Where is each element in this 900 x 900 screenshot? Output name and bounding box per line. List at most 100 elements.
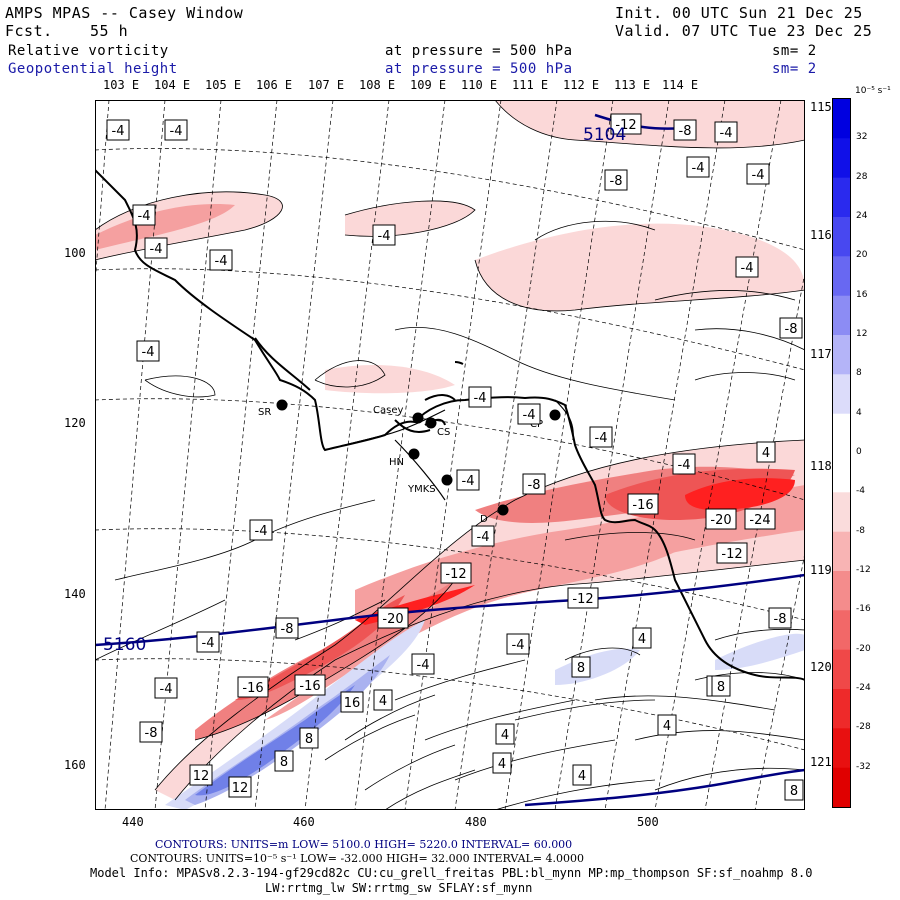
contour-label-box [106,119,130,141]
field1-name: Relative vorticity [8,43,169,59]
contour-label-box [471,525,495,547]
vorticity-contour-label: -4 [686,156,710,178]
vorticity-contour-label: -8 [768,607,792,629]
longitude-label-top: 108 E [359,78,396,92]
colorbar-tick-label: 4 [856,408,862,418]
contour-label-text: -12 [615,118,636,133]
colorbar-frame [832,98,851,808]
contour-label-box [589,426,613,448]
vorticity-contour-label: -12 [440,562,472,584]
vorticity-contour-label: -20 [705,508,737,530]
contour-label-text: -20 [382,612,403,627]
contour-label-box [610,113,642,135]
vorticity-contour-label: 8 [571,656,591,678]
station-label-sr: SR [258,407,271,418]
colorbar-tick-label: 20 [856,250,868,260]
longitude-label-top: 111 E [512,78,549,92]
vorticity-contour-label: 4 [492,752,512,774]
longitude-label-top: 110 E [461,78,498,92]
colorbar-swatch [833,689,850,729]
station-label-d: D [480,514,488,525]
contour-label-text: -4 [692,161,705,176]
contour-label-box [249,519,273,541]
contour-label-text: 16 [344,696,361,711]
vorticity-contour-label: -12 [610,113,642,135]
height-labels: 5104 5160 [103,125,626,655]
contour-label-box [571,656,591,678]
contour-label-text: 8 [717,680,725,695]
footer-contours-height: CONTOURS: UNITS=m LOW= 5100.0 HIGH= 5220… [155,838,573,851]
contour-label-box [468,386,492,408]
contour-label-box [411,653,435,675]
station-marker-cp[interactable] [549,409,561,421]
station-label-hn: HN [389,457,404,468]
colorbar-tick-label: 28 [856,172,868,182]
colorbar-swatch [833,335,850,375]
contour-label-box [275,617,299,639]
vorticity-contour-label: -4 [746,163,770,185]
vorticity-contour-label: -8 [522,473,546,495]
field2-name: Geopotential height [8,61,178,77]
vorticity-contour-label: 4 [373,689,393,711]
station-marker-d[interactable] [497,504,509,516]
colorbar-tick-label: 12 [856,329,868,339]
field1-smoothing: sm= 2 [772,43,817,59]
vorticity-contour-label: -4 [154,677,178,699]
vorticity-contour-label: 8 [784,779,804,801]
contour-label-box [711,675,731,697]
valid-time: Valid. 07 UTC Tue 23 Dec 25 [615,22,873,40]
colorbar-swatch [833,138,850,179]
vorticity-contour-label: 8 [274,750,294,772]
contour-label-box [673,119,697,141]
longitude-label-top: 106 E [256,78,293,92]
contour-label-text: 4 [663,719,671,734]
forecast-label: Fcst. [5,22,53,40]
colorbar-swatch [833,728,850,769]
colorbar-tick-label: -24 [856,683,871,693]
colorbar-swatch [833,610,850,651]
contour-label-text: -8 [610,174,623,189]
contour-label-box [189,764,213,786]
contour-label-box [735,256,759,278]
contour-label-text: -4 [474,391,487,406]
field2-smoothing: sm= 2 [772,61,817,77]
station-marker-sr[interactable] [276,399,288,411]
contour-labels-layer: -4 -4 -12 -8 -4 -4 -4 -4 -4 -8 -4 -4 -4 -4 -8 -4 -4 -4 -4 4… [106,113,804,801]
colorbar-swatch [833,256,850,297]
contour-label-text: -4 [215,254,228,269]
colorbar-tick-label: -16 [856,604,871,614]
station-marker-ymks[interactable] [441,474,453,486]
vorticity-contour-label: 4 [572,764,592,786]
vorticity-contour-label: -4 [589,426,613,448]
contour-label-text: -16 [632,498,653,513]
plot-title: AMPS MPAS -- Casey Window [5,4,244,22]
contour-label-box [572,764,592,786]
colorbar-tick-label: -20 [856,644,871,654]
contour-label-text: -4 [170,124,183,139]
vorticity-contour-label: -4 [506,633,530,655]
vorticity-contour-label: -4 [471,525,495,547]
contour-label-box [132,204,156,226]
contour-label-text: -4 [255,524,268,539]
colorbar-swatch [833,295,850,336]
contour-label-text: -4 [752,168,765,183]
map-panel: SRCaseyCSHNCPYMKSD -4-4-12-8-4-4-4-4-4-8… [95,100,805,810]
station-marker-casey[interactable] [412,412,424,424]
station-marker-hn[interactable] [408,448,420,460]
station-label-casey: Casey [373,405,403,416]
contour-label-box [716,542,748,564]
colorbar-swatch [833,217,850,257]
contour-label-text: -4 [138,209,151,224]
contour-label-box [492,752,512,774]
vorticity-contours [95,100,805,810]
contour-label-text: 4 [762,446,770,461]
contour-label-text: -12 [572,592,593,607]
longitude-label-top: 103 E [103,78,140,92]
contour-label-text: 8 [280,755,288,770]
contour-label-box [714,121,738,143]
station-marker-cs[interactable] [425,417,437,429]
contour-label-box [522,473,546,495]
contour-label-text: -4 [462,474,475,489]
longitude-label-top: 112 E [563,78,600,92]
colorbar-swatch [833,177,850,218]
